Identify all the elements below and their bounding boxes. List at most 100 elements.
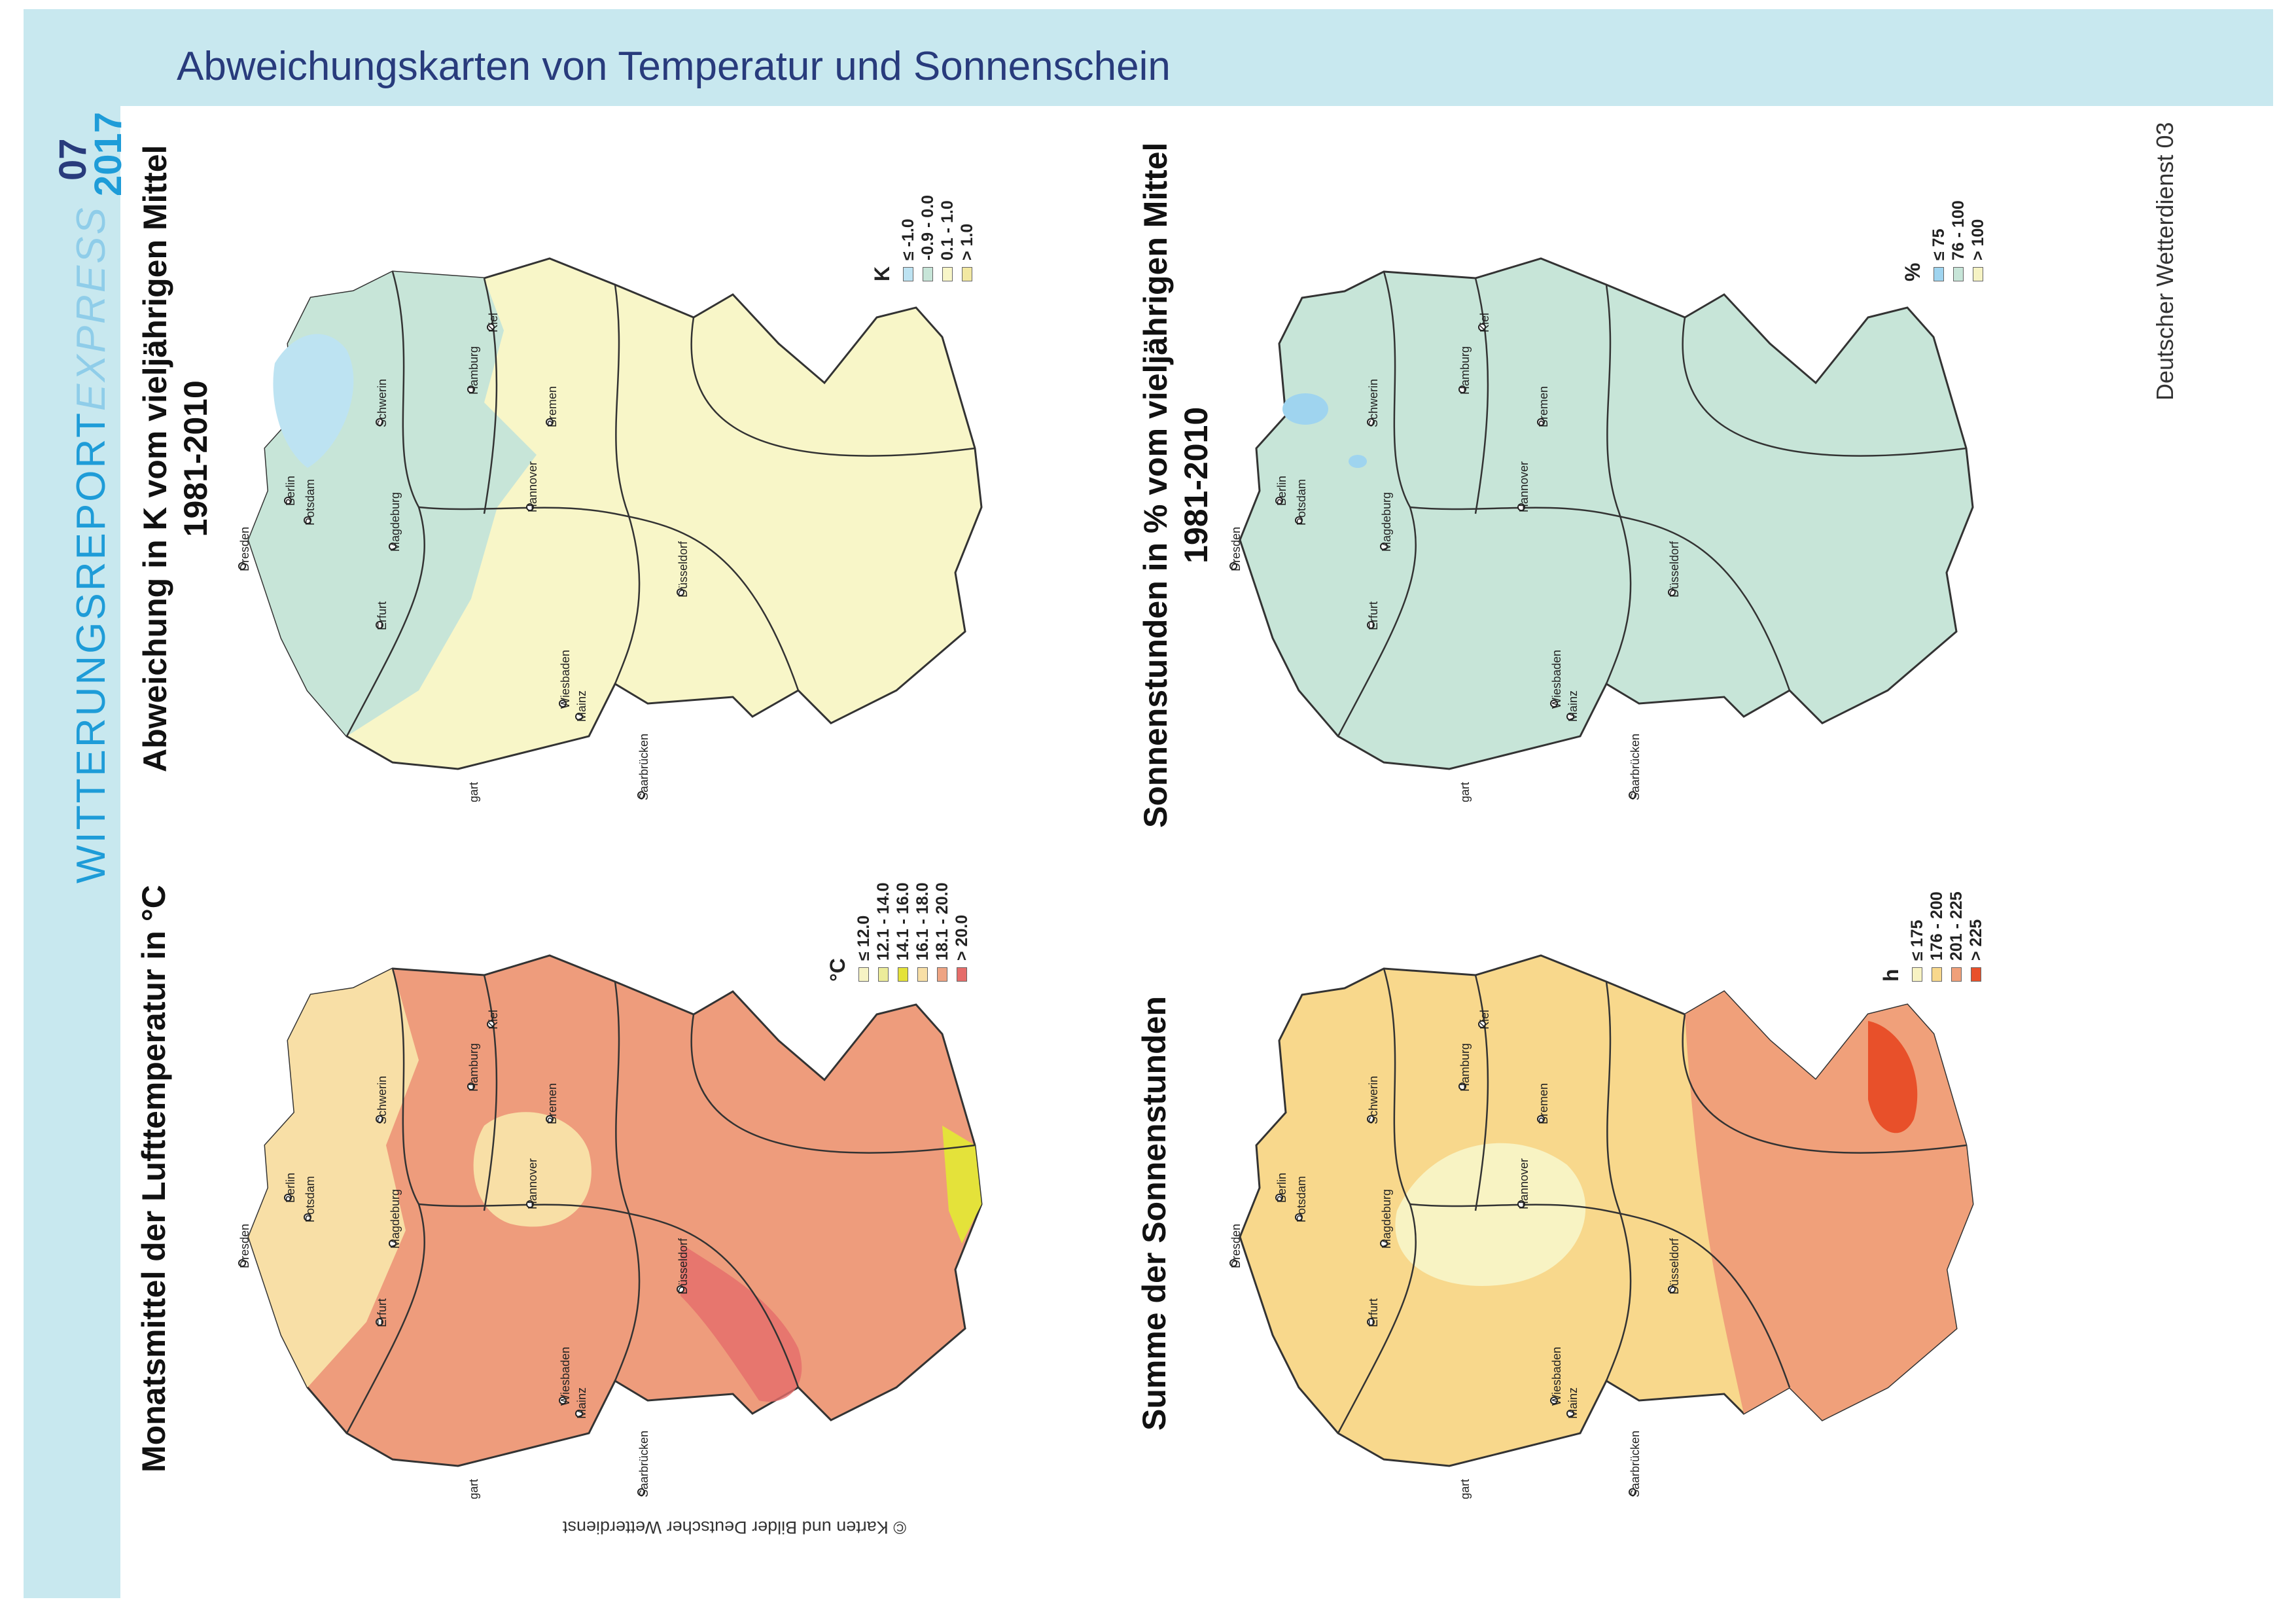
legend-swatch: [878, 967, 889, 982]
sunshine-deviation-map: Kiel Hamburg Schwerin Bremen Berlin Potsdam Ha…: [1229, 257, 1974, 802]
city-marker: [1550, 1397, 1558, 1404]
city-label: Saarbrücken: [1629, 1431, 1642, 1497]
legend-label: > 20.0: [952, 914, 971, 961]
city-marker: [559, 700, 567, 707]
city-marker: [1668, 1285, 1676, 1293]
temp-deviation-legend: K ≤ -1.0 -0.9 - 0.0 0.1 - 1.0 > 1.0: [870, 195, 977, 281]
temperature-map: Kiel Hamburg Schwerin Bremen Berlin Potsdam Ha…: [238, 954, 983, 1499]
city-marker: [1537, 418, 1545, 426]
sunshine-sum-map: Kiel Hamburg Schwerin Bremen Berlin Potsdam Ha…: [1229, 954, 1974, 1499]
city-label: Stuttgart: [467, 1479, 480, 1499]
city-label: Mainz: [575, 1387, 588, 1419]
legend-swatch: [942, 267, 953, 281]
legend-swatch: [937, 967, 947, 982]
city-marker: [1668, 588, 1676, 596]
city-label: Saarbrücken: [637, 1431, 650, 1497]
legend-swatch: [898, 967, 908, 982]
city-label: Hamburg: [1458, 346, 1472, 395]
city-label: Potsdam: [304, 1176, 317, 1222]
city-marker: [637, 1488, 645, 1496]
city-label: Wiesbaden: [1550, 650, 1563, 709]
city-marker: [1380, 543, 1388, 550]
city-marker: [376, 1115, 383, 1123]
city-label: Kiel: [1478, 313, 1491, 332]
city-label: Saarbrücken: [637, 734, 650, 800]
temp-deviation-map-title: Abweichung in K vom vieljährigen Mittel 1…: [135, 145, 216, 772]
state-borders: [1337, 968, 1967, 1434]
city-label: Kiel: [1478, 1010, 1491, 1029]
city-label: Hamburg: [467, 346, 480, 395]
city-label: Hamburg: [1458, 1043, 1472, 1092]
legend-swatch: [1971, 967, 1981, 982]
legend-swatch: [962, 267, 972, 281]
legend-swatch: [1973, 267, 1983, 281]
city-label: Potsdam: [304, 479, 317, 526]
legend-label: 0.1 - 1.0: [938, 200, 957, 260]
city-label: Bremen: [1537, 386, 1550, 427]
page-title: Abweichungskarten von Temperatur und Son…: [177, 44, 1171, 89]
temp-deviation-title-line1: Abweichung in K vom vieljährigen Mittel: [137, 145, 173, 772]
city-label: Kiel: [487, 313, 500, 332]
city-label: Mainz: [1566, 690, 1580, 722]
legend-label: 16.1 - 18.0: [913, 882, 932, 961]
legend-swatch: [1953, 267, 1964, 281]
brand-main: WITTERUNGSREPORT: [69, 411, 114, 883]
city-label: Stuttgart: [1458, 1479, 1472, 1499]
city-label: Magdeburg: [389, 1189, 402, 1249]
temperature-map-title: Monatsmittel der Lufttemperatur in °C: [135, 885, 172, 1472]
city-label: Berlin: [1275, 1173, 1288, 1203]
city-label: Hamburg: [467, 1043, 480, 1092]
city-marker: [1295, 1213, 1303, 1221]
low-sunshine-patch-2: [1349, 455, 1367, 468]
legend-label: > 100: [1968, 219, 1987, 260]
city-label: Berlin: [284, 1173, 297, 1203]
sunshine-deviation-map-title: Sonnenstunden in % vom vieljährigen Mitt…: [1135, 143, 1216, 828]
city-marker: [1566, 713, 1574, 721]
city-label: Potsdam: [1295, 479, 1308, 526]
city-marker: [376, 1318, 383, 1326]
city-labels: Kiel Hamburg Schwerin Bremen Berlin Potsdam Ha…: [1229, 313, 1681, 802]
city-label: Wiesbaden: [559, 1347, 572, 1406]
city-label: Dresden: [1229, 527, 1243, 571]
legend-label: ≤ 175: [1907, 919, 1926, 961]
legend-item: > 225: [1966, 891, 1986, 982]
city-marker: [1367, 418, 1375, 426]
city-label: Berlin: [1275, 476, 1288, 506]
city-label: Wiesbaden: [1550, 1347, 1563, 1406]
city-label: Hannover: [1517, 461, 1530, 512]
city-marker: [238, 562, 246, 570]
city-label: Erfurt: [376, 601, 389, 630]
side-band: [24, 9, 120, 1598]
alps-cool: [942, 1126, 981, 1243]
legend-item: 18.1 - 20.0: [932, 882, 952, 982]
legend-title: h: [1879, 969, 1903, 982]
sunshine-deviation-title-line2: 1981-2010: [1178, 406, 1214, 563]
city-label: Erfurt: [1367, 1298, 1380, 1327]
temp-deviation-title-line2: 1981-2010: [177, 380, 214, 537]
city-marker: [1380, 1240, 1388, 1247]
city-label: Hannover: [526, 461, 539, 512]
legend-item: ≤ 175: [1907, 891, 1927, 982]
copyright-notice: © Karten und Bilder Deutscher Wetterdien…: [563, 1518, 907, 1537]
header-band: [24, 9, 2273, 106]
issue-year: 2017: [87, 111, 130, 196]
city-marker: [1458, 1082, 1466, 1090]
city-marker: [304, 1213, 311, 1221]
legend-label: -0.9 - 0.0: [918, 194, 937, 260]
city-label: Hannover: [526, 1158, 539, 1209]
city-marker: [637, 791, 645, 799]
city-marker: [575, 1410, 583, 1418]
city-label: Düsseldorf: [1668, 1238, 1681, 1294]
city-label: Dresden: [238, 527, 251, 571]
city-label: Dresden: [238, 1224, 251, 1268]
legend-swatch: [858, 967, 869, 982]
legend-swatch: [1934, 267, 1944, 281]
city-marker: [1629, 791, 1636, 799]
low-sunshine-patch: [1282, 393, 1328, 425]
city-marker: [1367, 1115, 1375, 1123]
city-label: Schwerin: [376, 1076, 389, 1124]
legend-label: 18.1 - 20.0: [932, 882, 951, 961]
city-marker: [526, 1200, 534, 1208]
city-marker: [1229, 562, 1237, 570]
legend-swatch: [1932, 967, 1942, 982]
